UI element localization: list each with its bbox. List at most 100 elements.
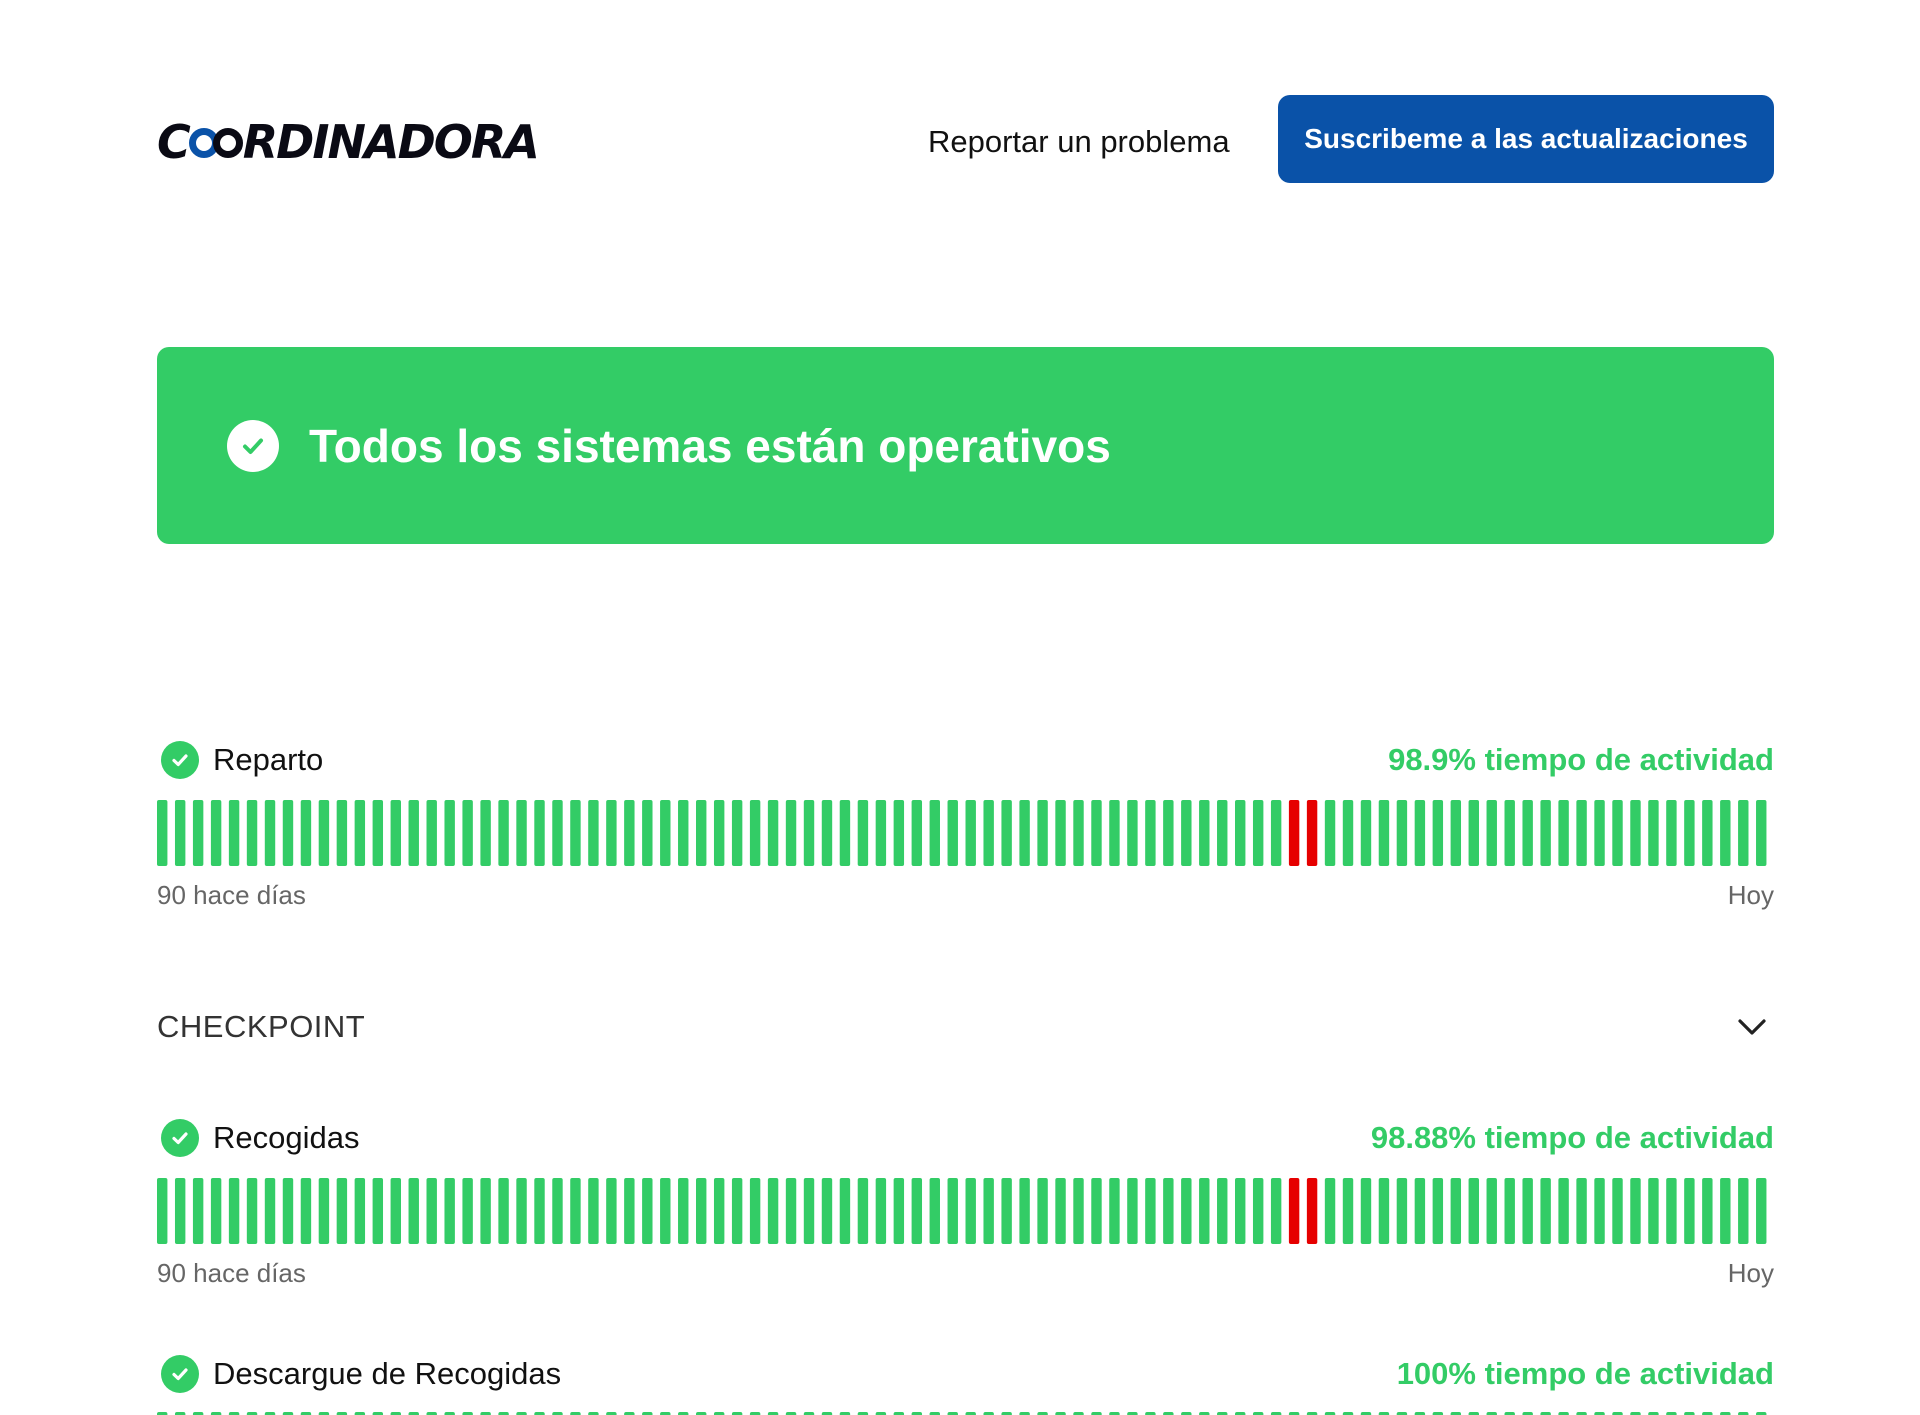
uptime-day-bar[interactable] xyxy=(1756,1412,1767,1415)
uptime-day-bar[interactable] xyxy=(1468,800,1479,866)
uptime-day-bar[interactable] xyxy=(1558,800,1569,866)
uptime-day-bar[interactable] xyxy=(1432,1178,1444,1244)
uptime-day-bar[interactable] xyxy=(354,1178,366,1244)
uptime-day-bar[interactable] xyxy=(803,1412,815,1415)
uptime-day-bar[interactable] xyxy=(246,800,258,866)
uptime-day-bar[interactable] xyxy=(749,800,761,866)
uptime-day-bar[interactable] xyxy=(588,1178,599,1244)
uptime-day-bar[interactable] xyxy=(1576,800,1587,866)
uptime-day-bar[interactable] xyxy=(1522,800,1533,866)
uptime-day-bar[interactable] xyxy=(1217,800,1228,866)
uptime-day-bar[interactable] xyxy=(1217,1412,1228,1415)
uptime-day-bar[interactable] xyxy=(210,1412,222,1415)
uptime-day-bar[interactable] xyxy=(1486,800,1497,866)
uptime-day-bar[interactable] xyxy=(1414,800,1426,866)
uptime-day-bar[interactable] xyxy=(1630,1178,1641,1244)
uptime-day-bar[interactable] xyxy=(300,1412,312,1415)
uptime-day-bar[interactable] xyxy=(947,1412,958,1415)
uptime-day-bar[interactable] xyxy=(1360,1412,1372,1415)
uptime-day-bar[interactable] xyxy=(534,800,545,866)
uptime-day-bar[interactable] xyxy=(1288,1412,1300,1415)
uptime-day-bar[interactable] xyxy=(192,800,204,866)
uptime-day-bar[interactable] xyxy=(1576,1178,1587,1244)
uptime-day-bar[interactable] xyxy=(1540,1412,1551,1415)
uptime-day-bar[interactable] xyxy=(713,1412,725,1415)
uptime-day-bar[interactable] xyxy=(157,1412,168,1415)
uptime-day-bar[interactable] xyxy=(354,800,366,866)
uptime-day-bar[interactable] xyxy=(192,1412,204,1415)
uptime-day-bar[interactable] xyxy=(282,1178,294,1244)
uptime-day-bar[interactable] xyxy=(1270,1412,1282,1415)
uptime-day-bar[interactable] xyxy=(444,800,455,866)
uptime-day-bar[interactable] xyxy=(1594,1412,1605,1415)
uptime-day-bar[interactable] xyxy=(983,1178,994,1244)
uptime-day-bar[interactable] xyxy=(1181,1412,1192,1415)
uptime-day-bar[interactable] xyxy=(157,800,168,866)
uptime-day-bar[interactable] xyxy=(336,800,348,866)
uptime-day-bar[interactable] xyxy=(552,800,563,866)
uptime-day-bar[interactable] xyxy=(1756,800,1767,866)
uptime-day-bar[interactable] xyxy=(1432,1412,1444,1415)
uptime-day-bar[interactable] xyxy=(678,1412,689,1415)
uptime-day-bar[interactable] xyxy=(444,1412,455,1415)
uptime-day-bar[interactable] xyxy=(983,800,994,866)
uptime-day-bar[interactable] xyxy=(929,1178,940,1244)
uptime-day-bar[interactable] xyxy=(462,1412,473,1415)
uptime-day-bar[interactable] xyxy=(1324,1412,1336,1415)
uptime-day-bar[interactable] xyxy=(1396,1412,1408,1415)
uptime-day-bar[interactable] xyxy=(1666,800,1677,866)
uptime-day-bar[interactable] xyxy=(1396,800,1408,866)
uptime-day-bar[interactable] xyxy=(1127,800,1138,866)
uptime-day-bar[interactable] xyxy=(1199,800,1210,866)
uptime-day-bar[interactable] xyxy=(228,1412,240,1415)
uptime-day-bar[interactable] xyxy=(1396,1178,1408,1244)
uptime-day-bar-outage[interactable] xyxy=(1288,800,1300,866)
uptime-day-bar[interactable] xyxy=(839,1412,851,1415)
uptime-day-bar[interactable] xyxy=(1019,1178,1030,1244)
uptime-day-bar[interactable] xyxy=(1540,800,1551,866)
uptime-day-bar[interactable] xyxy=(1666,1178,1677,1244)
uptime-day-bar[interactable] xyxy=(965,800,976,866)
uptime-day-bar[interactable] xyxy=(1666,1412,1677,1415)
uptime-day-bar[interactable] xyxy=(1163,1178,1174,1244)
uptime-day-bar[interactable] xyxy=(696,1412,707,1415)
uptime-day-bar[interactable] xyxy=(1432,800,1444,866)
uptime-day-bar[interactable] xyxy=(246,1178,258,1244)
uptime-day-bar[interactable] xyxy=(1270,1178,1282,1244)
uptime-day-bar[interactable] xyxy=(678,1178,689,1244)
uptime-day-bar[interactable] xyxy=(1037,1412,1048,1415)
uptime-day-bar[interactable] xyxy=(660,1412,671,1415)
uptime-day-bar[interactable] xyxy=(606,1178,617,1244)
uptime-day-bar[interactable] xyxy=(282,1412,294,1415)
uptime-day-bar[interactable] xyxy=(516,1412,527,1415)
report-problem-link[interactable]: Reportar un problema xyxy=(928,124,1230,159)
uptime-day-bar[interactable] xyxy=(426,800,437,866)
uptime-day-bar[interactable] xyxy=(1414,1412,1426,1415)
uptime-day-bar[interactable] xyxy=(821,800,833,866)
uptime-day-bar[interactable] xyxy=(282,800,294,866)
uptime-day-bar[interactable] xyxy=(1720,1178,1731,1244)
uptime-day-bar[interactable] xyxy=(731,1412,743,1415)
uptime-day-bar[interactable] xyxy=(929,800,940,866)
uptime-day-bar[interactable] xyxy=(1073,1412,1084,1415)
uptime-day-bar[interactable] xyxy=(1163,1412,1174,1415)
uptime-day-bar[interactable] xyxy=(1612,800,1623,866)
uptime-day-bar[interactable] xyxy=(696,1178,707,1244)
uptime-day-bar[interactable] xyxy=(588,1412,599,1415)
uptime-day-bar[interactable] xyxy=(1342,1412,1354,1415)
uptime-day-bar[interactable] xyxy=(1324,800,1336,866)
uptime-day-bar[interactable] xyxy=(749,1178,761,1244)
uptime-day-bar[interactable] xyxy=(1360,800,1372,866)
uptime-day-bar[interactable] xyxy=(821,1178,833,1244)
uptime-day-bar[interactable] xyxy=(1522,1178,1533,1244)
uptime-day-bar[interactable] xyxy=(1073,800,1084,866)
uptime-day-bar[interactable] xyxy=(534,1178,545,1244)
uptime-day-bar[interactable] xyxy=(1019,800,1030,866)
uptime-day-bar[interactable] xyxy=(1001,1178,1012,1244)
uptime-day-bar[interactable] xyxy=(1468,1412,1479,1415)
uptime-day-bar[interactable] xyxy=(1145,800,1156,866)
uptime-day-bar[interactable] xyxy=(642,800,653,866)
uptime-day-bar[interactable] xyxy=(1001,800,1012,866)
uptime-day-bar[interactable] xyxy=(408,800,419,866)
uptime-day-bar[interactable] xyxy=(1648,1412,1659,1415)
